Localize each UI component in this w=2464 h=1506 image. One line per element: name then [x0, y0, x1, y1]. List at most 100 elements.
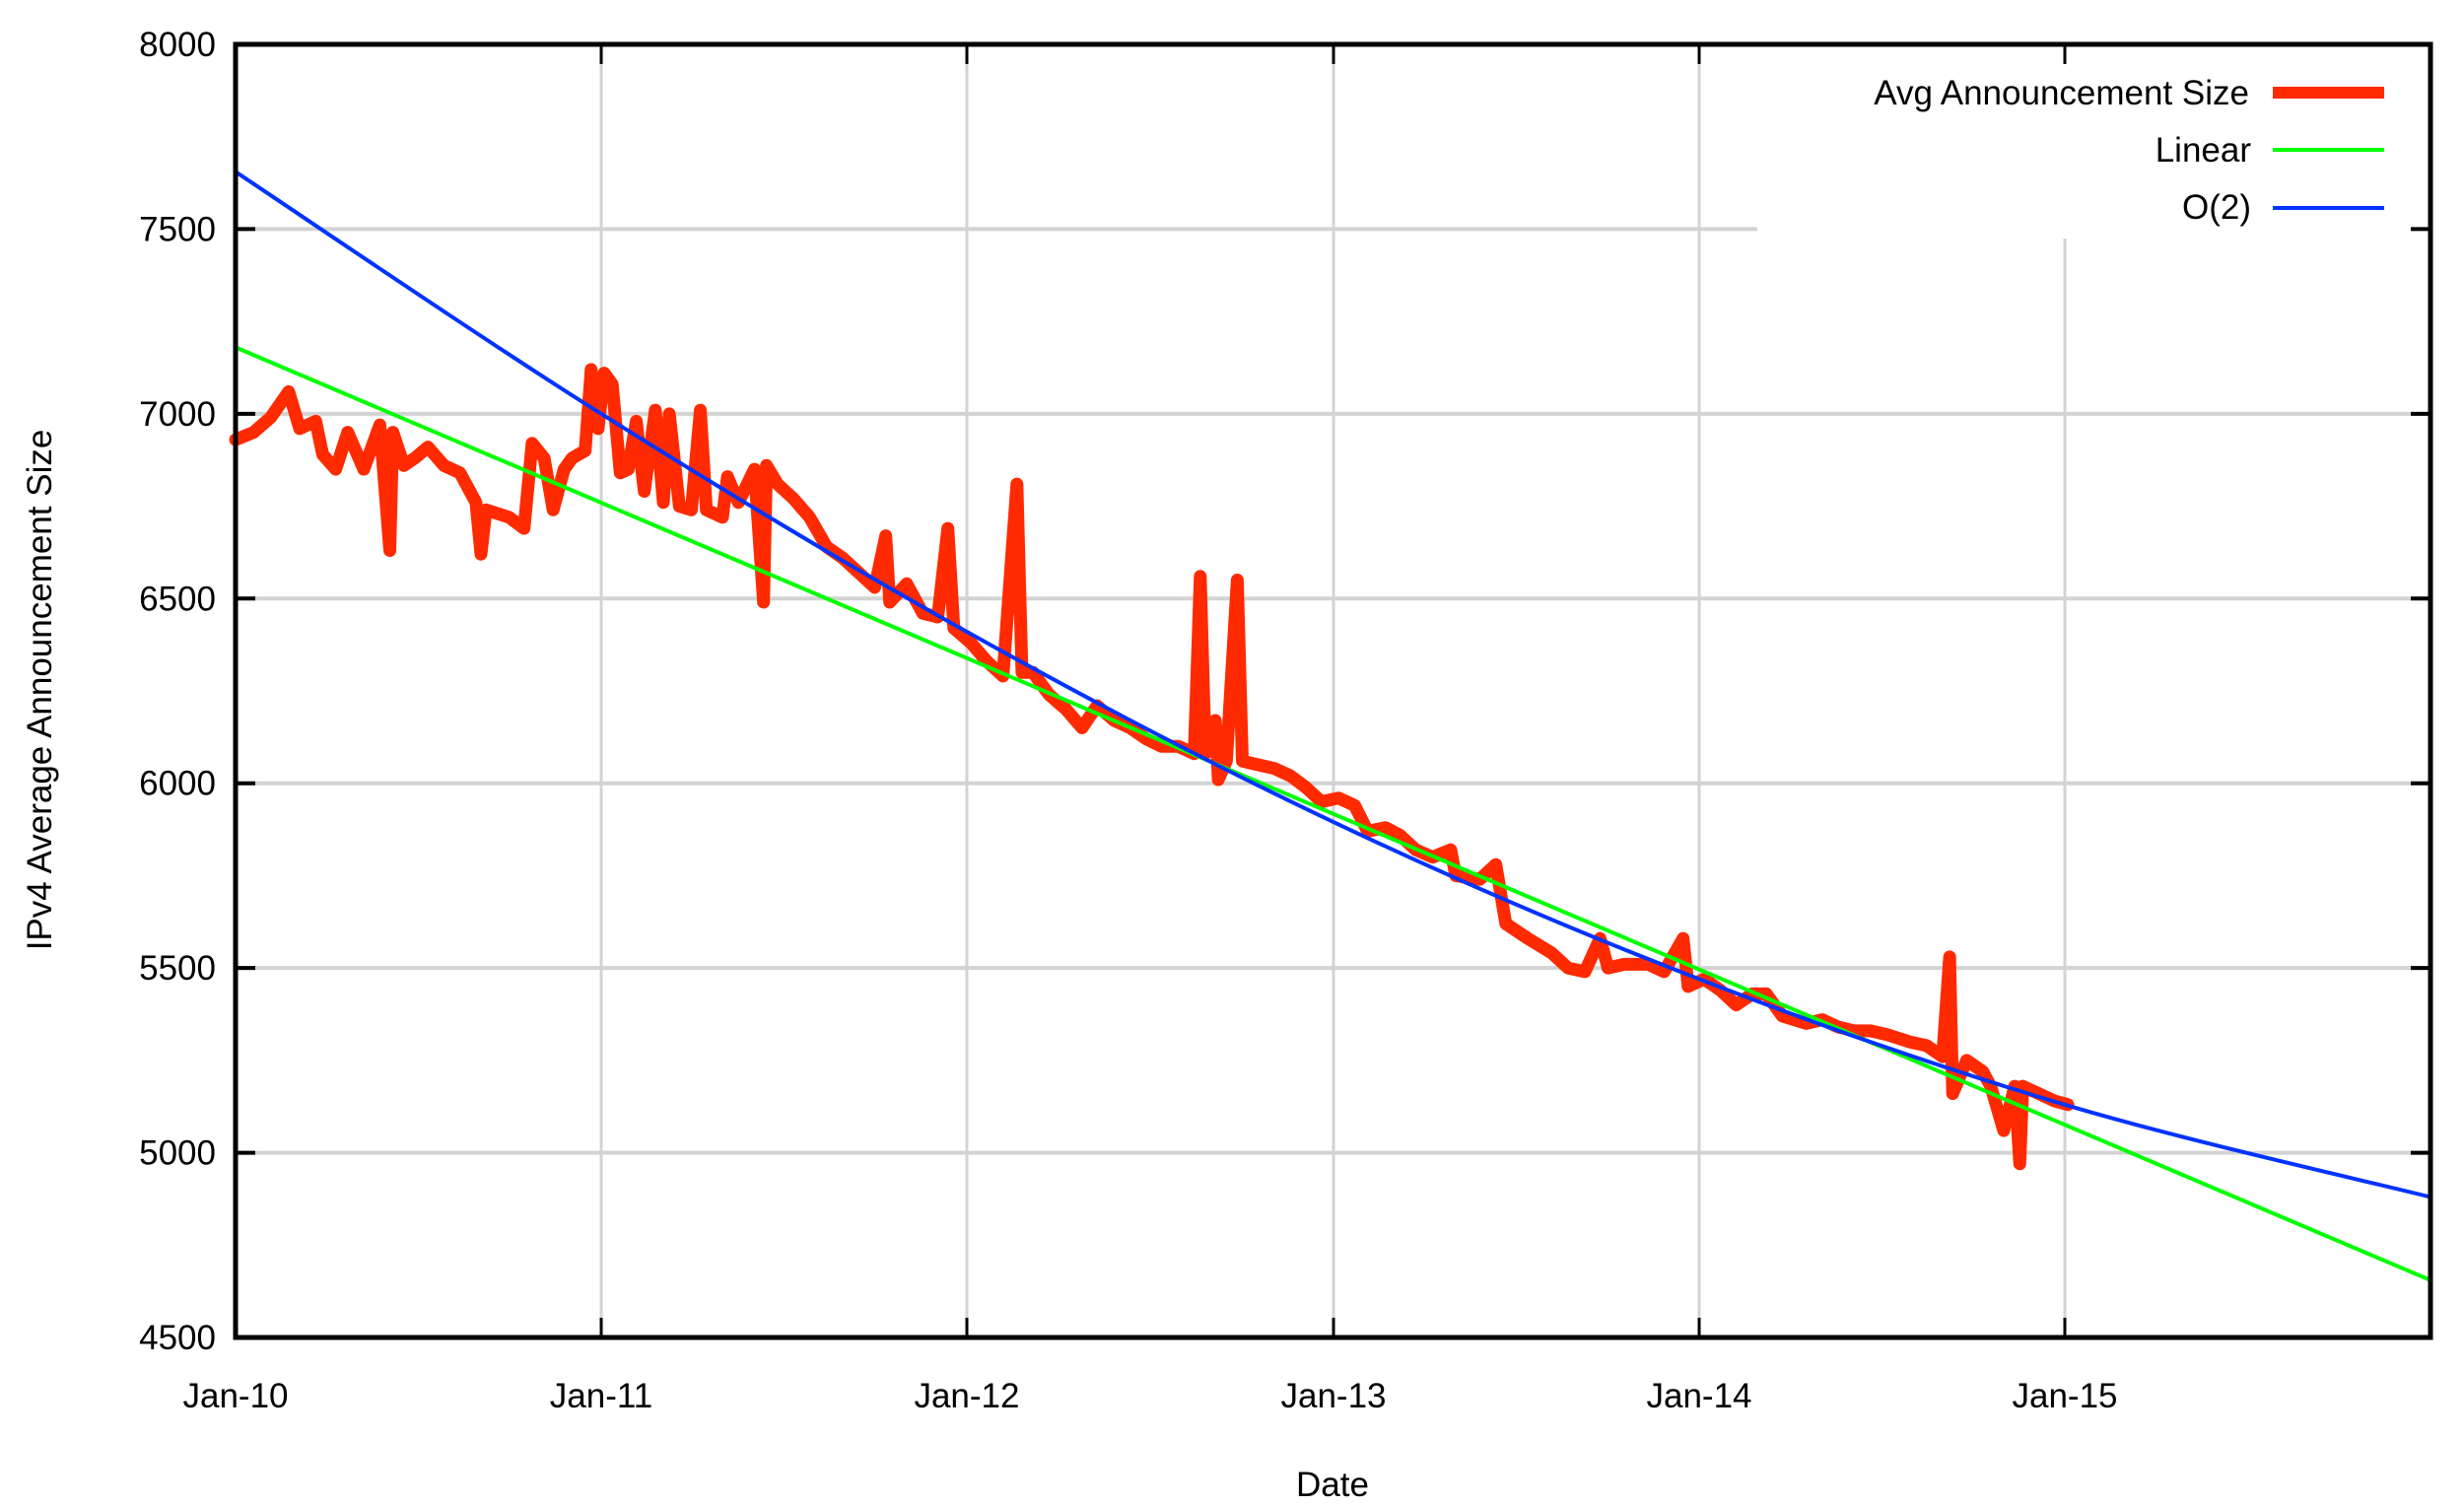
legend: Avg Announcement Size Linear O(2) [1874, 74, 2384, 227]
grid [236, 44, 2430, 1337]
data-point [1353, 804, 1355, 806]
data-point [1990, 1085, 1992, 1087]
data-point [826, 546, 828, 548]
data-point [1399, 834, 1401, 836]
y-tick-labels: 4500 5000 5500 6000 6500 7000 7500 8000 [139, 26, 216, 1357]
data-point [270, 417, 272, 419]
legend-label-linear: Linear [2156, 131, 2252, 170]
data-point [619, 472, 621, 474]
data-point [321, 453, 323, 455]
data-point [1096, 705, 1098, 707]
data-point [662, 502, 664, 504]
data-point [563, 468, 565, 470]
data-point [1478, 878, 1480, 880]
y-tick-label: 6500 [139, 580, 216, 618]
x-tick-label: Jan-15 [2012, 1377, 2117, 1415]
data-point [443, 464, 445, 466]
data-point [572, 457, 574, 459]
data-point [986, 660, 988, 662]
y-tick-label: 8000 [139, 26, 216, 64]
data-point [1225, 760, 1227, 762]
data-point [1736, 1004, 1738, 1006]
data-point [363, 468, 365, 470]
data-point [1949, 956, 1951, 958]
data-point [700, 409, 702, 411]
data-point [552, 509, 554, 511]
data-point [1885, 1034, 1887, 1036]
data-point [335, 468, 337, 470]
data-point [2021, 1085, 2023, 1087]
data-point [1854, 1030, 1856, 1032]
data-point [543, 457, 545, 459]
data-point [1765, 993, 1767, 994]
x-tick-label: Jan-13 [1280, 1377, 1386, 1415]
data-point [1385, 827, 1387, 829]
x-tick-label: Jan-11 [550, 1377, 652, 1415]
data-point [1908, 1041, 1910, 1043]
data-point [1217, 779, 1219, 781]
data-point [2019, 1163, 2020, 1165]
data-point [1367, 830, 1369, 832]
data-point [1982, 1070, 1984, 1072]
series-linear-fit [234, 345, 2432, 1282]
data-point [314, 420, 316, 422]
data-point [1236, 580, 1238, 582]
legend-item-avg: Avg Announcement Size [1874, 74, 2384, 112]
data-point [1719, 990, 1721, 992]
x-tick-labels: Jan-10 Jan-11 Jan-12 Jan-13 Jan-14 Jan-15 [182, 1377, 2117, 1415]
data-point [1016, 483, 1018, 485]
data-point [922, 612, 924, 614]
data-point [763, 601, 765, 603]
data-point [726, 476, 728, 478]
data-point [508, 516, 510, 518]
data-point [1687, 986, 1689, 988]
data-point [485, 509, 487, 511]
data-point [523, 527, 525, 529]
y-tick-label: 5500 [139, 949, 216, 988]
data-point [2003, 1130, 2005, 1131]
data-point [1199, 576, 1201, 578]
data-point [766, 464, 768, 466]
data-point [1204, 753, 1206, 755]
data-point [611, 383, 613, 385]
data-point [1321, 800, 1323, 802]
data-point [252, 432, 254, 434]
data-point [584, 449, 586, 451]
data-point [1273, 768, 1275, 770]
data-point [654, 409, 656, 411]
legend-item-linear: Linear [2156, 131, 2384, 170]
data-point [392, 432, 394, 434]
x-tick-label: Jan-12 [914, 1377, 1019, 1415]
data-point [644, 491, 646, 493]
data-point [1002, 675, 1004, 677]
data-point [1942, 1056, 1944, 1058]
data-point [842, 557, 844, 559]
data-point [1527, 937, 1529, 939]
plot-area [229, 170, 2432, 1282]
series-o2-fit [234, 170, 2431, 1199]
data-point [1081, 726, 1083, 728]
data-point [1663, 971, 1665, 973]
data-point [690, 509, 692, 511]
x-tick-label: Jan-14 [1646, 1377, 1751, 1415]
data-point [889, 601, 891, 603]
data-point [480, 553, 482, 555]
data-point [1926, 1045, 1928, 1047]
data-point [597, 428, 599, 430]
data-point [459, 472, 461, 474]
data-point [389, 550, 391, 552]
data-point [737, 502, 739, 504]
data-point [1160, 745, 1162, 747]
data-point [414, 457, 416, 459]
series-avg-announcement-size [229, 363, 2075, 1171]
data-point [1450, 849, 1452, 851]
legend-item-o2: O(2) [2182, 188, 2384, 227]
legend-label-o2: O(2) [2182, 188, 2251, 227]
data-point [1337, 797, 1339, 799]
data-point [1242, 760, 1244, 762]
data-point [1806, 1022, 1808, 1024]
ticks [234, 42, 2430, 1339]
data-point [754, 468, 756, 470]
y-tick-label: 7500 [139, 210, 216, 248]
